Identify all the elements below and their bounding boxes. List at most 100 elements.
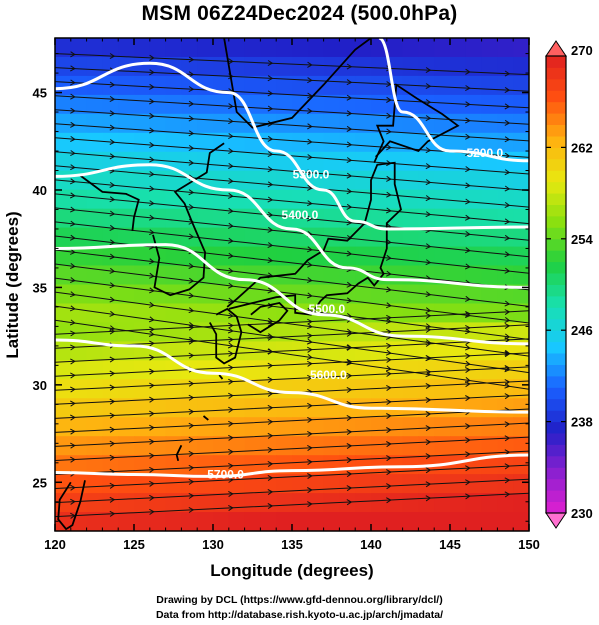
streamline (55, 422, 529, 447)
temperature-cell (55, 132, 72, 153)
temperature-cell (355, 75, 372, 96)
temperature-cell (86, 284, 103, 305)
wind-arrowhead (346, 344, 353, 351)
wind-arrowhead (70, 498, 76, 505)
wind-arrowhead (70, 79, 76, 86)
temperature-cell (181, 38, 198, 58)
temperature-cell (55, 38, 72, 58)
wind-arrowhead (425, 411, 432, 418)
temperature-cell (497, 38, 514, 58)
streamline (55, 478, 529, 504)
wind-arrowhead (70, 456, 76, 463)
temperature-cell (213, 341, 230, 361)
temperature-cell (86, 455, 103, 475)
temperature-cell (323, 379, 340, 399)
temperature-cell (260, 246, 277, 267)
wind-arrowhead (109, 253, 116, 260)
temperature-cell (292, 265, 309, 286)
wind-arrowhead (228, 476, 234, 483)
wind-arrowhead (465, 395, 471, 402)
wind-arrowhead (346, 429, 353, 436)
wind-arrowhead (188, 263, 195, 269)
temperature-cell (213, 417, 230, 437)
temperature-cell (418, 379, 435, 399)
wind-arrowhead (109, 370, 116, 377)
wind-arrowhead (149, 424, 155, 431)
temperature-cell (513, 94, 529, 115)
temperature-cell (197, 57, 214, 77)
wind-arrowhead (386, 427, 392, 434)
temperature-cell (134, 360, 151, 380)
temperature-cell (450, 512, 467, 531)
temperature-cell (371, 474, 388, 494)
temperature-cell (450, 284, 467, 305)
wind-arrowhead (109, 81, 116, 88)
wind-arrowhead (346, 63, 353, 70)
wind-arrowhead (227, 327, 234, 334)
temperature-cell (102, 379, 119, 399)
x-axis-label: Longitude (degrees) (210, 561, 373, 580)
wind-arrowhead (425, 326, 432, 333)
wind-arrowhead (346, 499, 353, 506)
wind-arrowhead (307, 402, 313, 409)
wind-arrowhead (228, 504, 234, 512)
wind-arrowhead (228, 103, 234, 110)
temperature-cell (402, 189, 419, 210)
temperature-cell (213, 151, 230, 172)
wind-arrowhead (227, 222, 234, 229)
wind-arrowhead (306, 338, 313, 345)
wind-arrowhead (149, 466, 155, 473)
temperature-cell (450, 227, 467, 248)
temperature-cell (260, 303, 277, 324)
temperature-cell (134, 493, 151, 513)
streamline (55, 450, 529, 475)
wind-arrowhead (188, 394, 195, 401)
temperature-cell (197, 113, 214, 134)
temperature-cell (481, 189, 498, 210)
temperature-cell (481, 57, 498, 77)
temperature-cell (465, 341, 483, 361)
temperature-cell (134, 38, 151, 58)
wind-arrowhead (149, 98, 155, 105)
temperature-cell (244, 436, 261, 456)
colorbar-segment (546, 78, 566, 91)
temperature-cell (513, 208, 529, 229)
temperature-cell (371, 512, 388, 531)
wind-arrowhead (228, 336, 234, 343)
colorbar-tick-label: 238 (571, 415, 593, 430)
temperature-cell (134, 75, 151, 96)
colorbar-segment (546, 375, 566, 388)
wind-arrowhead (346, 358, 353, 365)
temperature-cell (339, 246, 356, 267)
wind-arrowhead (386, 191, 392, 198)
wind-arrowhead (425, 439, 432, 446)
temperature-cell (213, 322, 230, 342)
temperature-cell (402, 455, 419, 475)
temperature-cell (197, 512, 214, 531)
wind-arrowhead (464, 263, 471, 270)
temperature-cell (70, 284, 88, 305)
wind-arrowhead (307, 360, 313, 367)
wind-arrowhead (465, 423, 471, 430)
temperature-cell (465, 113, 483, 134)
temperature-cell (371, 57, 388, 77)
temperature-cell (149, 151, 167, 172)
temperature-cell (55, 398, 72, 418)
colorbar-segment (546, 136, 566, 148)
temperature-cell (228, 284, 246, 305)
wind-arrowhead (228, 490, 234, 498)
wind-arrowhead (228, 267, 234, 274)
temperature-cell (292, 113, 309, 134)
wind-arrowhead (267, 181, 274, 188)
temperature-cell (213, 113, 230, 134)
colorbar-segment (546, 56, 566, 68)
wind-arrowhead (228, 147, 234, 155)
plot-area: 5200.0 5300.0 5400.0 5500.0 5600.0 5700.0 (55, 38, 529, 531)
temperature-cell (165, 436, 182, 456)
wind-arrowhead (425, 83, 432, 90)
wind-arrowhead (386, 112, 392, 119)
wind-arrowhead (425, 453, 432, 460)
wind-arrowhead (425, 481, 432, 488)
colorbar-tick-label: 230 (571, 506, 593, 521)
wind-arrowhead (188, 307, 195, 314)
